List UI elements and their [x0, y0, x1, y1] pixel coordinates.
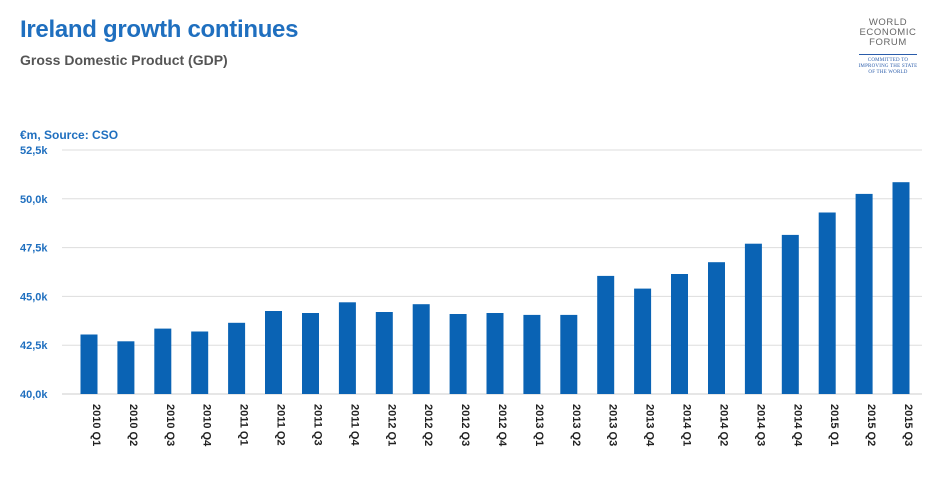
- x-tick-label: 2013 Q3: [607, 404, 619, 446]
- bar: [265, 311, 282, 394]
- bar: [80, 334, 98, 394]
- logo-tagline-1: COMMITTED TO: [867, 58, 909, 63]
- x-tick-label: 2013 Q1: [533, 404, 545, 446]
- bar: [671, 274, 688, 394]
- x-tick-label: 2015 Q3: [902, 404, 914, 446]
- x-tick-label: 2011 Q3: [312, 404, 324, 446]
- bar: [228, 322, 246, 394]
- chart-subtitle: Gross Domestic Product (GDP): [20, 52, 228, 68]
- x-tick-label: 2012 Q3: [459, 404, 471, 446]
- x-axis-ticks: 2010 Q1 2010 Q2 2010 Q3 2010 Q4 2011 Q1 2011 …: [90, 404, 914, 447]
- logo-line-2: ECONOMIC: [859, 27, 917, 38]
- y-tick-label: 50,0k: [20, 194, 48, 206]
- bar: [892, 182, 910, 394]
- logo-rule: [859, 54, 917, 55]
- x-tick-label: 2012 Q2: [422, 404, 434, 446]
- bar: [117, 341, 135, 394]
- chart-title: Ireland growth continues: [20, 16, 299, 43]
- x-tick-label: 2010 Q1: [90, 404, 102, 446]
- bar: [375, 312, 393, 394]
- x-tick-label: 2010 Q4: [201, 404, 213, 447]
- y-tick-label: 42,5k: [20, 340, 48, 352]
- x-tick-label: 2014 Q2: [718, 404, 730, 446]
- bar: [154, 328, 172, 394]
- bar: [597, 275, 615, 394]
- x-tick-label: 2015 Q2: [865, 404, 877, 446]
- y-tick-label: 47,5k: [20, 243, 48, 255]
- x-tick-label: 2012 Q4: [496, 404, 508, 447]
- x-tick-label: 2014 Q4: [791, 404, 803, 447]
- logo-tagline-2: IMPROVING THE STATE: [858, 64, 918, 69]
- x-tick-label: 2011 Q2: [275, 404, 287, 446]
- x-tick-label: 2014 Q3: [754, 404, 766, 446]
- y-tick-label: 45,0k: [20, 291, 48, 303]
- y-axis-ticks: 40,0k 42,5k 45,0k 47,5k 50,0k 52,5k: [20, 145, 48, 401]
- bar: [191, 331, 209, 394]
- bar: [744, 243, 762, 394]
- wef-logo: WORLD ECONOMIC FORUM COMMITTED TO IMPROV…: [852, 18, 924, 76]
- y-tick-label: 40,0k: [20, 389, 48, 401]
- bars: [80, 182, 910, 394]
- bar: [781, 234, 799, 394]
- bar: [855, 193, 873, 394]
- logo-tagline-3: OF THE WORLD: [868, 70, 908, 75]
- x-tick-label: 2012 Q1: [385, 404, 397, 446]
- x-tick-label: 2013 Q4: [644, 404, 656, 447]
- bar: [338, 302, 356, 394]
- x-tick-label: 2015 Q1: [828, 404, 840, 446]
- bar: [302, 313, 319, 394]
- x-tick-label: 2010 Q3: [164, 404, 176, 446]
- logo-line-3: FORUM: [869, 37, 907, 48]
- logo-line-1: WORLD: [868, 17, 908, 28]
- bar: [523, 314, 541, 394]
- bar: [560, 314, 578, 394]
- bar: [634, 288, 652, 394]
- x-tick-label: 2011 Q4: [348, 404, 360, 446]
- bar: [708, 262, 725, 394]
- bar: [818, 212, 836, 394]
- bar: [412, 304, 430, 394]
- unit-source-label: €m, Source: CSO: [20, 128, 118, 142]
- bar: [449, 314, 467, 394]
- y-tick-label: 52,5k: [20, 145, 48, 157]
- x-tick-label: 2010 Q2: [127, 404, 139, 446]
- x-tick-label: 2014 Q1: [681, 404, 693, 446]
- x-tick-label: 2011 Q1: [238, 404, 250, 446]
- x-tick-label: 2013 Q2: [570, 404, 582, 446]
- bar: [486, 313, 504, 394]
